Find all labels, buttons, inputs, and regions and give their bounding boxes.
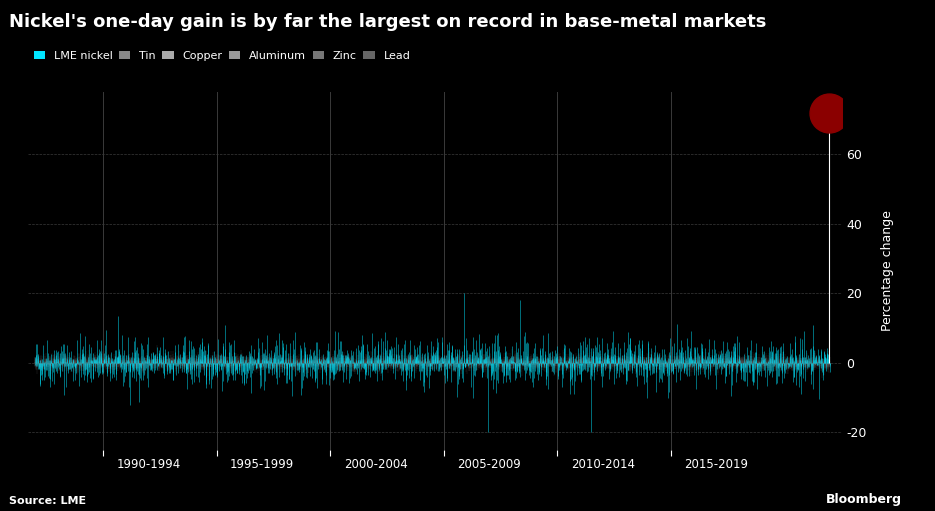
Text: 2010-2014: 2010-2014 xyxy=(571,458,635,471)
Text: 2005-2009: 2005-2009 xyxy=(457,458,521,471)
Text: 2015-2019: 2015-2019 xyxy=(684,458,749,471)
Text: 1995-1999: 1995-1999 xyxy=(230,458,295,471)
Text: Source: LME: Source: LME xyxy=(9,496,86,506)
Legend: LME nickel, Tin, Copper, Aluminum, Zinc, Lead: LME nickel, Tin, Copper, Aluminum, Zinc,… xyxy=(34,51,410,61)
Text: 1990-1994: 1990-1994 xyxy=(116,458,180,471)
Y-axis label: Percentage change: Percentage change xyxy=(881,211,894,331)
Text: Bloomberg: Bloomberg xyxy=(827,493,902,506)
Text: Nickel's one-day gain is by far the largest on record in base-metal markets: Nickel's one-day gain is by far the larg… xyxy=(9,13,767,31)
Text: 2000-2004: 2000-2004 xyxy=(344,458,408,471)
